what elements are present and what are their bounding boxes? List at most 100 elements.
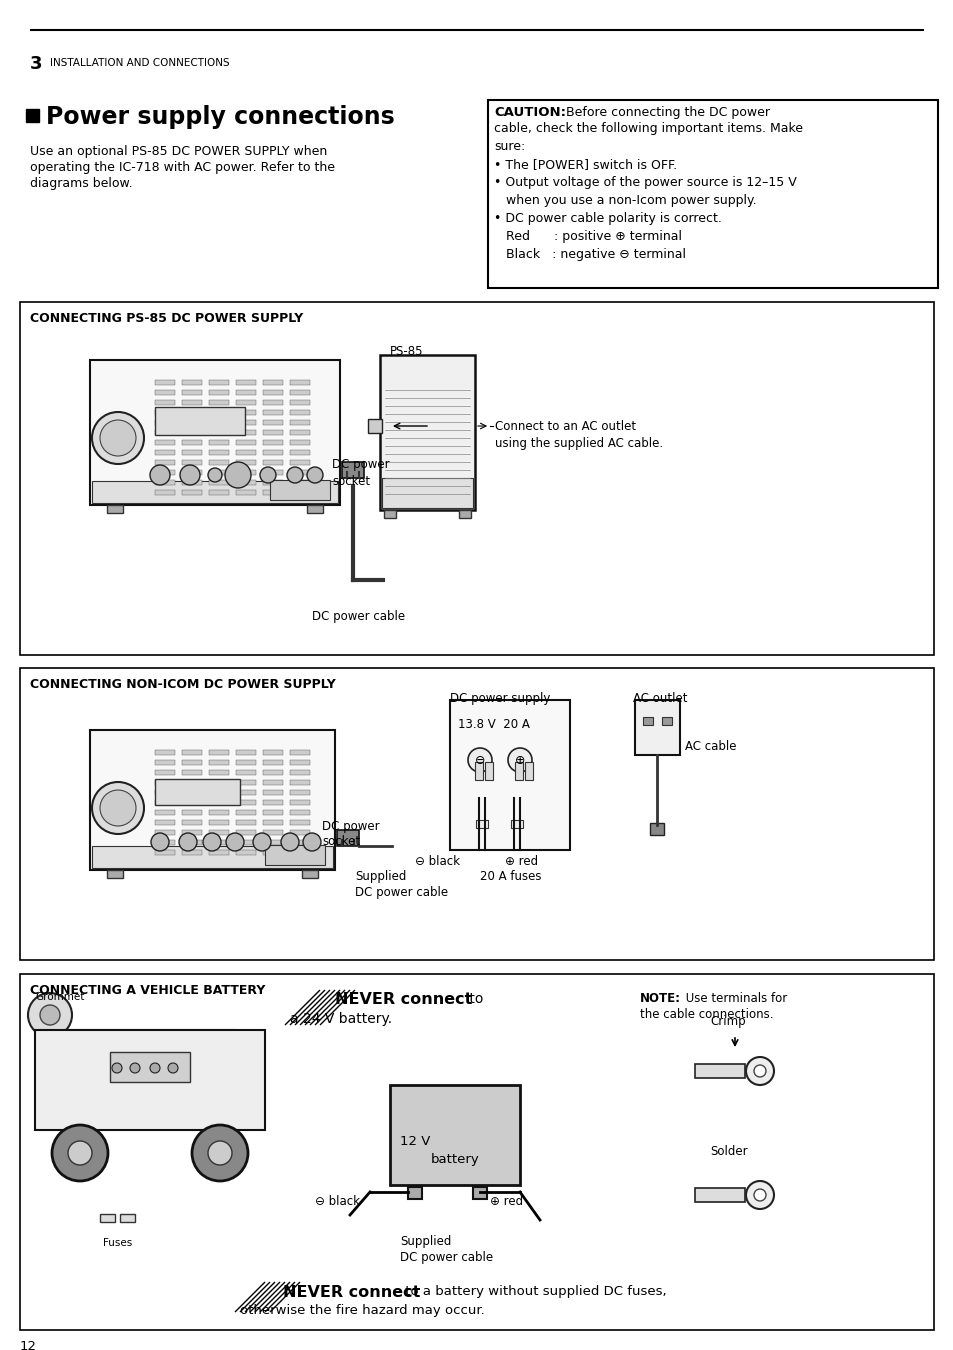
Bar bbox=[209, 751, 229, 755]
Bar bbox=[100, 1214, 115, 1222]
Text: to: to bbox=[464, 992, 483, 1006]
Bar bbox=[235, 830, 255, 836]
Bar bbox=[154, 751, 174, 755]
Bar bbox=[154, 481, 174, 485]
Circle shape bbox=[40, 1004, 60, 1025]
Text: socket: socket bbox=[322, 836, 359, 848]
Bar bbox=[484, 761, 493, 780]
Bar bbox=[110, 1052, 190, 1081]
Bar bbox=[20, 668, 933, 960]
Bar bbox=[290, 460, 310, 464]
Polygon shape bbox=[65, 1030, 234, 1089]
Bar bbox=[290, 790, 310, 795]
Circle shape bbox=[468, 748, 492, 772]
Bar bbox=[235, 819, 255, 825]
Circle shape bbox=[150, 1062, 160, 1073]
Bar bbox=[209, 769, 229, 775]
Bar bbox=[209, 801, 229, 805]
Bar bbox=[26, 109, 39, 122]
Bar bbox=[154, 810, 174, 815]
Text: ⊖ black: ⊖ black bbox=[314, 1195, 359, 1208]
Bar bbox=[475, 761, 482, 780]
Circle shape bbox=[260, 467, 275, 483]
Circle shape bbox=[151, 833, 169, 851]
Bar bbox=[182, 760, 202, 765]
Bar bbox=[235, 810, 255, 815]
Text: the cable connections.: the cable connections. bbox=[639, 1008, 773, 1021]
Bar bbox=[235, 850, 255, 855]
Text: AC outlet: AC outlet bbox=[633, 693, 687, 705]
Bar bbox=[649, 824, 663, 836]
Text: a 24 V battery.: a 24 V battery. bbox=[290, 1012, 392, 1026]
Bar bbox=[263, 440, 283, 446]
Text: when you use a non-Icom power supply.: when you use a non-Icom power supply. bbox=[494, 194, 756, 207]
Circle shape bbox=[91, 412, 144, 464]
Bar bbox=[182, 481, 202, 485]
Bar bbox=[182, 431, 202, 435]
Bar bbox=[235, 490, 255, 495]
Bar bbox=[263, 850, 283, 855]
Bar bbox=[290, 420, 310, 425]
Bar bbox=[235, 431, 255, 435]
Bar bbox=[107, 869, 123, 878]
Bar bbox=[263, 460, 283, 464]
Bar bbox=[209, 810, 229, 815]
Text: Fuses: Fuses bbox=[103, 1238, 132, 1247]
Bar bbox=[154, 470, 174, 475]
Text: otherwise the fire hazard may occur.: otherwise the fire hazard may occur. bbox=[240, 1304, 484, 1318]
Bar bbox=[154, 840, 174, 845]
Bar bbox=[209, 431, 229, 435]
Bar bbox=[458, 510, 471, 518]
Bar bbox=[154, 760, 174, 765]
Bar bbox=[524, 761, 533, 780]
Bar bbox=[35, 1030, 265, 1130]
Text: AC cable: AC cable bbox=[684, 740, 736, 753]
Bar bbox=[642, 717, 652, 725]
Bar bbox=[235, 769, 255, 775]
Bar bbox=[120, 1214, 135, 1222]
Circle shape bbox=[307, 467, 323, 483]
Bar bbox=[263, 751, 283, 755]
Bar bbox=[235, 760, 255, 765]
Bar bbox=[182, 790, 202, 795]
Bar bbox=[263, 780, 283, 784]
Bar bbox=[290, 760, 310, 765]
Bar bbox=[263, 769, 283, 775]
Bar bbox=[235, 460, 255, 464]
Bar bbox=[107, 505, 123, 513]
Bar bbox=[182, 850, 202, 855]
Circle shape bbox=[100, 420, 136, 456]
Bar bbox=[182, 801, 202, 805]
Bar bbox=[182, 420, 202, 425]
Bar bbox=[263, 379, 283, 385]
Circle shape bbox=[507, 748, 532, 772]
Text: 13.8 V  20 A: 13.8 V 20 A bbox=[457, 718, 529, 730]
Text: NOTE:: NOTE: bbox=[639, 992, 680, 1004]
Text: INSTALLATION AND CONNECTIONS: INSTALLATION AND CONNECTIONS bbox=[50, 58, 230, 68]
Bar bbox=[290, 400, 310, 405]
Bar bbox=[235, 390, 255, 396]
Bar bbox=[154, 819, 174, 825]
Bar bbox=[390, 1085, 519, 1185]
Bar bbox=[154, 790, 174, 795]
Bar bbox=[290, 810, 310, 815]
Bar bbox=[235, 790, 255, 795]
Bar bbox=[263, 400, 283, 405]
Bar bbox=[290, 830, 310, 836]
Text: sure:: sure: bbox=[494, 140, 525, 153]
Bar bbox=[182, 440, 202, 446]
Bar bbox=[336, 830, 358, 846]
Bar bbox=[263, 450, 283, 455]
Bar bbox=[307, 505, 323, 513]
Bar bbox=[290, 470, 310, 475]
Bar bbox=[182, 470, 202, 475]
Bar bbox=[209, 819, 229, 825]
Bar bbox=[235, 470, 255, 475]
Bar bbox=[209, 390, 229, 396]
Text: DC power cable: DC power cable bbox=[355, 886, 448, 899]
Bar bbox=[182, 769, 202, 775]
Bar bbox=[695, 1188, 744, 1202]
Text: 20 A fuses: 20 A fuses bbox=[479, 869, 541, 883]
Bar bbox=[154, 769, 174, 775]
Bar bbox=[182, 780, 202, 784]
